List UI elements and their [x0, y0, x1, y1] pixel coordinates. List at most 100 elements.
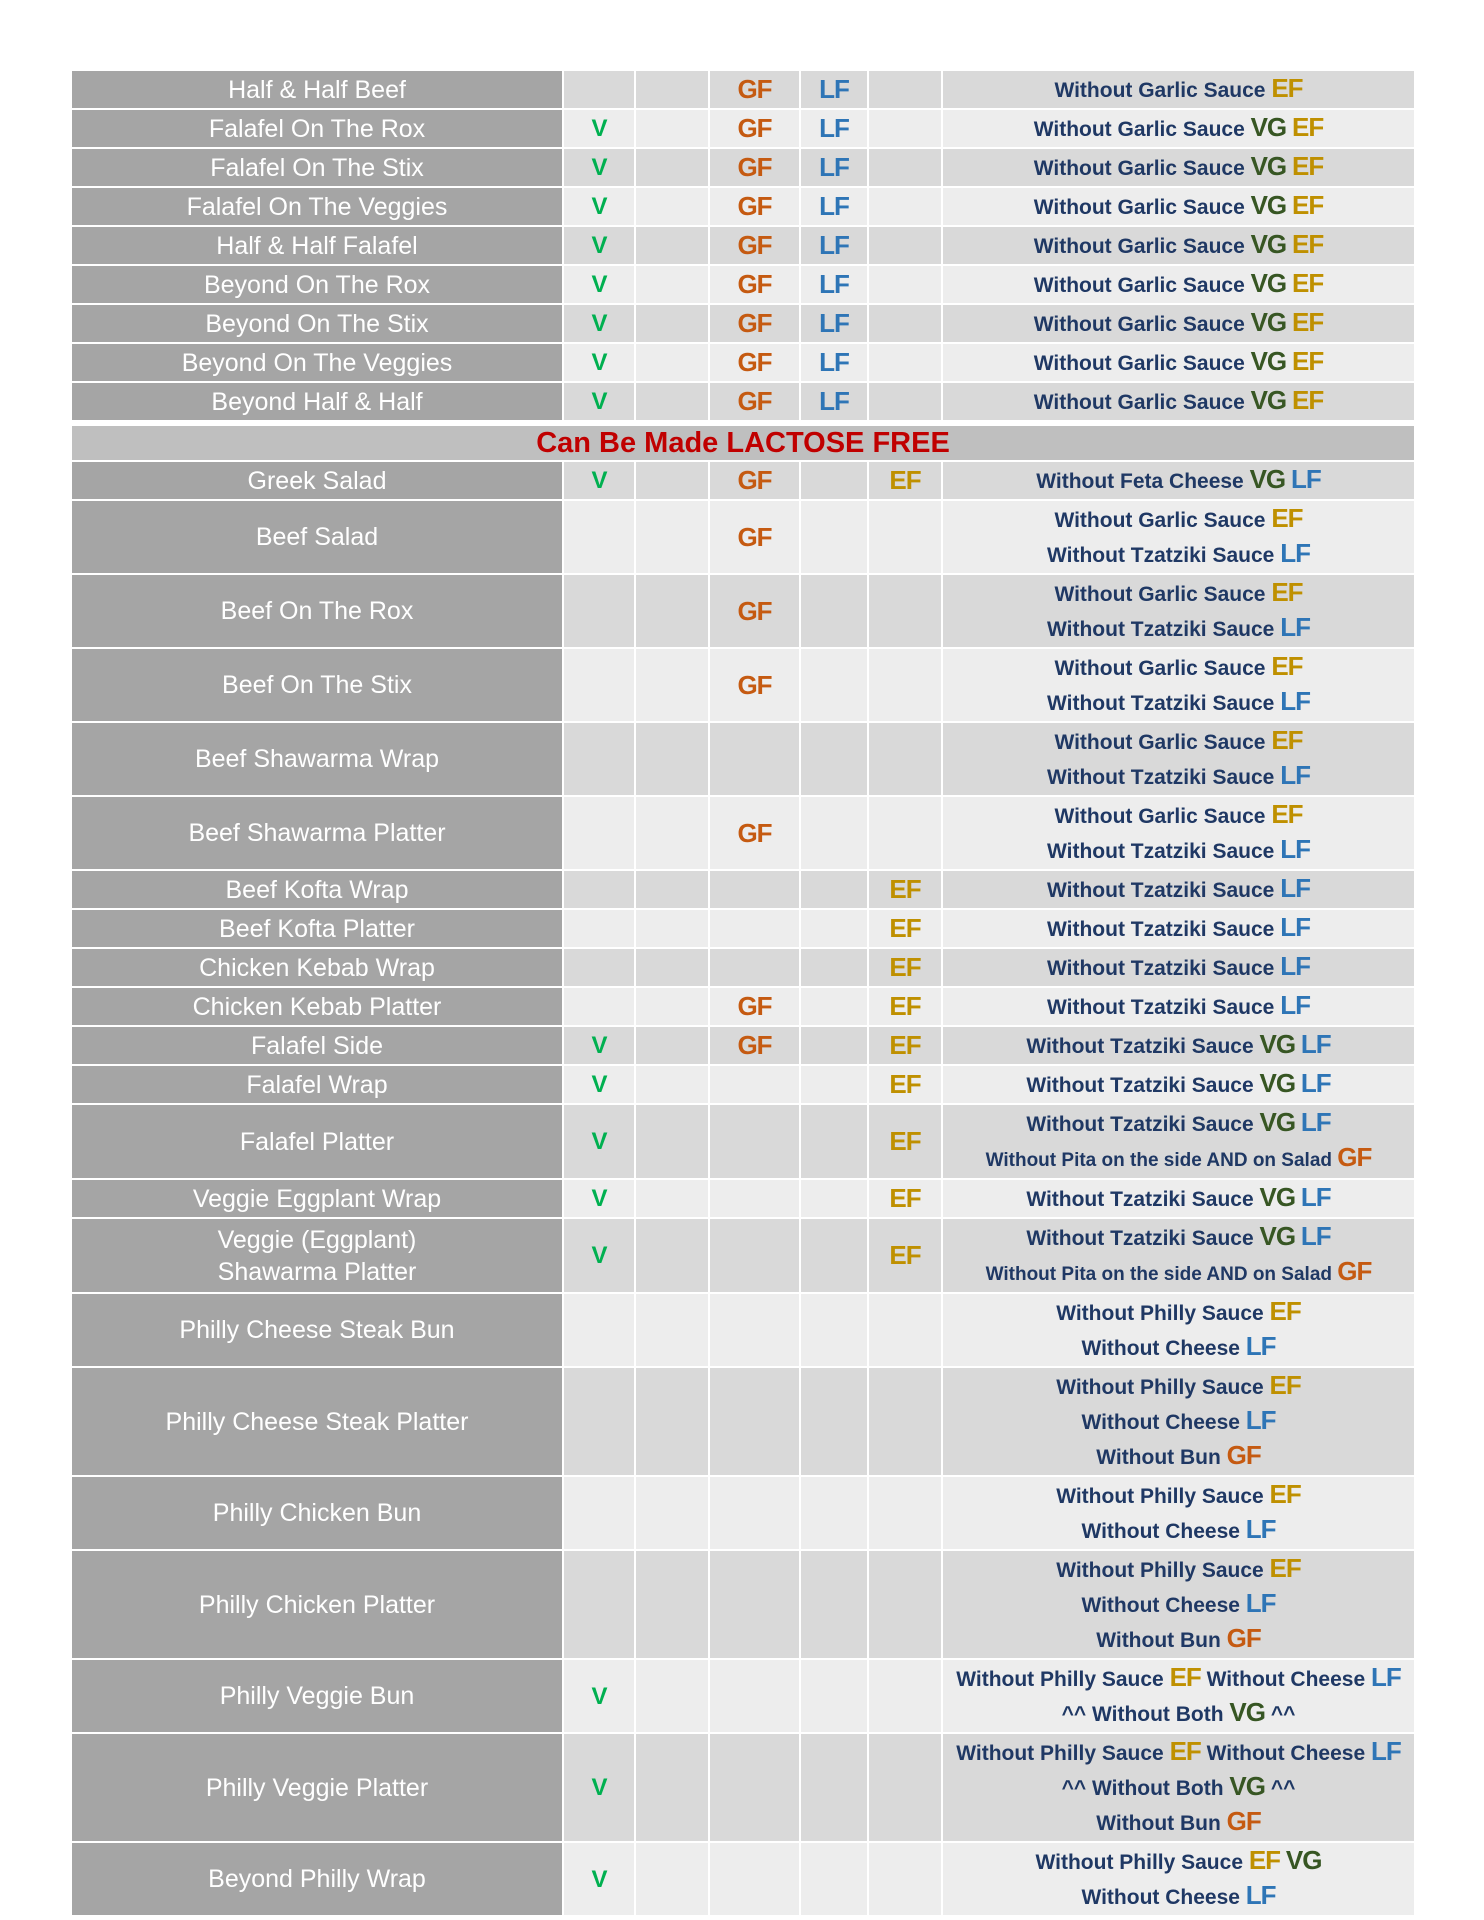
vegan-mark — [562, 795, 636, 871]
table-row: Veggie Eggplant Wrap V EF Without Tzatziki … — [70, 1178, 1416, 1219]
note-line: Without Tzatziki Sauce LF — [945, 759, 1412, 794]
table-row: Beef Shawarma Wrap Without Garlic Sauce E… — [70, 721, 1416, 797]
note-line: Without Garlic Sauce VG EF — [945, 267, 1412, 302]
diet-tag-lf: LF — [1291, 464, 1322, 494]
note-line: Without Tzatziki Sauce VG LF — [945, 1028, 1412, 1063]
note-line: Without Garlic Sauce EF — [945, 798, 1412, 833]
note-text: Without Cheese — [1081, 1594, 1240, 1617]
vegan-mark-label: V — [591, 115, 607, 142]
note-line: Without Tzatziki Sauce LF — [945, 989, 1412, 1024]
modification-notes: Without Garlic Sauce EF — [941, 69, 1416, 110]
egg-free-mark-label: EF — [889, 465, 921, 495]
vegan-mark — [562, 1549, 636, 1660]
note-text: Without Philly Sauce — [1056, 1485, 1264, 1508]
diet-tag-gf: GF — [1337, 1142, 1372, 1172]
note-line: Without Garlic Sauce VG EF — [945, 345, 1412, 380]
vegan-mark-label: V — [591, 154, 607, 181]
note-line: Without Bun GF — [945, 1805, 1412, 1840]
note-text: Without Bun — [1096, 1812, 1221, 1835]
lactose-free-mark — [799, 647, 869, 723]
note-line: Without Tzatziki Sauce LF — [945, 911, 1412, 946]
empty-cell — [634, 721, 710, 797]
egg-free-mark-label: EF — [889, 1030, 921, 1060]
note-line: Without Cheese LF — [945, 1330, 1412, 1365]
table-row: Philly Veggie Bun V Without Philly Sauce E… — [70, 1658, 1416, 1734]
note-line: Without Philly Sauce EF — [945, 1478, 1412, 1513]
vegan-mark: V — [562, 1178, 636, 1219]
egg-free-mark — [867, 1366, 943, 1477]
egg-free-mark — [867, 1732, 943, 1843]
note-line: Without Philly Sauce EF — [945, 1552, 1412, 1587]
lactose-free-mark-label: LF — [819, 230, 850, 260]
gluten-free-mark-label: GF — [737, 191, 772, 221]
vegan-mark: V — [562, 108, 636, 149]
vegan-mark: V — [562, 147, 636, 188]
egg-free-mark — [867, 1292, 943, 1368]
gluten-free-mark: GF — [708, 460, 801, 501]
egg-free-mark-label: EF — [889, 952, 921, 982]
modification-notes: Without Garlic Sauce EF Without Tzatziki … — [941, 795, 1416, 871]
note-text: Without Cheese — [1081, 1411, 1240, 1434]
empty-cell — [634, 342, 710, 383]
gluten-free-mark — [708, 1064, 801, 1105]
gluten-free-mark — [708, 908, 801, 949]
item-name: Philly Cheese Steak Bun — [70, 1292, 564, 1368]
modification-notes: Without Garlic Sauce VG EF — [941, 186, 1416, 227]
table-row: Falafel Wrap V EF Without Tzatziki Sauce VG… — [70, 1064, 1416, 1105]
vegan-mark: V — [562, 381, 636, 422]
lactose-free-mark — [799, 1475, 869, 1551]
table-row: Beef Shawarma Platter GF Without Garlic Sa… — [70, 795, 1416, 871]
diet-tag-vg: VG — [1259, 1182, 1297, 1212]
diet-tag-lf: LF — [1300, 1029, 1332, 1059]
gluten-free-mark — [708, 869, 801, 910]
egg-free-mark: EF — [867, 1025, 943, 1066]
note-line: Without Garlic Sauce VG EF — [945, 306, 1412, 341]
vegan-mark-label: V — [591, 1682, 607, 1710]
note-text: Without Philly Sauce — [956, 1742, 1164, 1765]
diet-tag-ef: EF — [1271, 725, 1303, 755]
vegan-mark-label: V — [591, 1865, 607, 1893]
empty-cell — [634, 147, 710, 188]
diet-tag-vg: VG — [1250, 268, 1288, 298]
vegan-mark — [562, 1292, 636, 1368]
modification-notes: Without Tzatziki Sauce VG LF — [941, 1025, 1416, 1066]
diet-tag-ef: EF — [1292, 151, 1324, 181]
gluten-free-mark-label: GF — [737, 1030, 772, 1060]
note-text: Without Garlic Sauce — [1054, 79, 1266, 102]
note-text: Without Tzatziki Sauce — [1047, 766, 1275, 789]
diet-tag-vg: VG — [1259, 1068, 1297, 1098]
note-text: Without Tzatziki Sauce — [1047, 918, 1275, 941]
note-line: Without Tzatziki Sauce LF — [945, 611, 1412, 646]
vegan-mark-label: V — [591, 232, 607, 259]
diet-tag-lf: LF — [1245, 1588, 1277, 1618]
vegan-mark — [562, 69, 636, 110]
egg-free-mark — [867, 647, 943, 723]
vegan-mark-label: V — [591, 467, 607, 494]
diet-tag-vg: VG — [1250, 190, 1288, 220]
modification-notes: Without Garlic Sauce EF Without Tzatziki … — [941, 721, 1416, 797]
empty-cell — [634, 986, 710, 1027]
gluten-free-mark — [708, 1841, 801, 1917]
vegan-mark — [562, 573, 636, 649]
vegan-mark-label: V — [591, 1774, 607, 1801]
gluten-free-mark-label: GF — [737, 521, 772, 552]
diet-tag-vg: VG — [1229, 1771, 1266, 1801]
item-name: Half & Half Falafel — [70, 225, 564, 266]
section-header-row: Can Be Made LACTOSE FREE — [70, 424, 1416, 462]
vegan-mark: V — [562, 1841, 636, 1917]
note-text: Without Garlic Sauce — [1054, 805, 1266, 828]
item-name: Veggie Eggplant Wrap — [70, 1178, 564, 1219]
gluten-free-mark — [708, 1658, 801, 1734]
lactose-free-mark: LF — [799, 381, 869, 422]
modification-notes: Without Philly Sauce EF Without Cheese LF… — [941, 1366, 1416, 1477]
item-name: Falafel On The Stix — [70, 147, 564, 188]
note-text: Without Tzatziki Sauce — [1047, 996, 1275, 1019]
item-name: Beef Salad — [70, 499, 564, 575]
lactose-free-mark-label: LF — [819, 347, 850, 377]
gluten-free-mark: GF — [708, 573, 801, 649]
note-line: Without Garlic Sauce VG EF — [945, 150, 1412, 185]
modification-notes: Without Garlic Sauce VG EF — [941, 381, 1416, 422]
table-row: Philly Chicken Platter Without Philly Sau… — [70, 1549, 1416, 1660]
item-name: Chicken Kebab Platter — [70, 986, 564, 1027]
empty-cell — [634, 381, 710, 422]
